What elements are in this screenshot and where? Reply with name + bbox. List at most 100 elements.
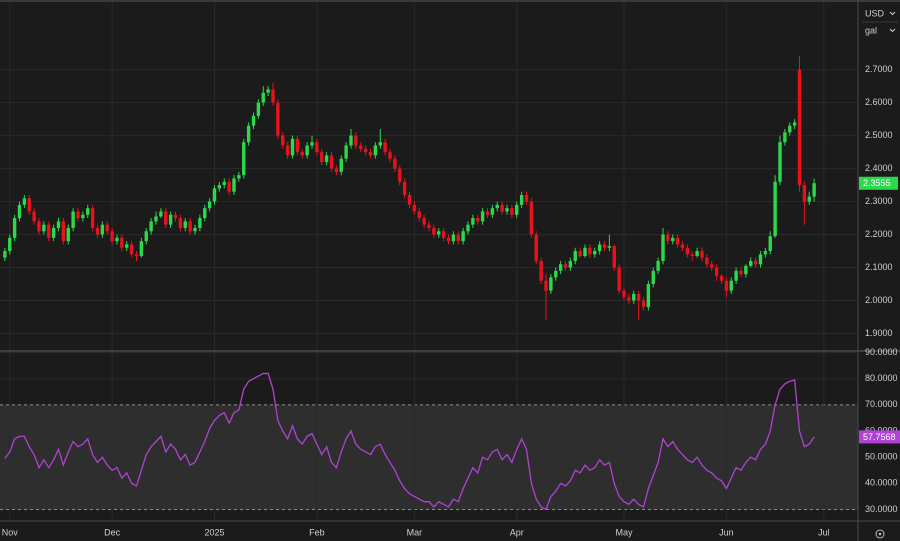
currency-select[interactable]: USD (865, 8, 896, 18)
x-tick-label: Nov (2, 527, 19, 537)
settings-icon[interactable] (875, 529, 885, 539)
candle-body (276, 102, 280, 136)
dropdown-arrow[interactable] (889, 28, 896, 33)
settings-button[interactable] (875, 529, 885, 539)
candle-body (578, 251, 582, 256)
candle-body (120, 237, 124, 248)
x-tick-label: Feb (309, 527, 325, 537)
candle-body (22, 198, 27, 205)
candle-body (42, 224, 46, 232)
candle-body (675, 237, 680, 245)
x-tick-label: 2025 (204, 527, 224, 537)
candle-body (354, 135, 358, 146)
candle-body (534, 234, 538, 261)
candle-body (441, 231, 446, 238)
unit-label[interactable]: gal (865, 25, 877, 35)
candle-body (154, 216, 158, 222)
candle-body (515, 204, 519, 215)
candle-body (739, 270, 743, 275)
candle-body (568, 260, 573, 268)
candle-body (125, 244, 129, 248)
candle-body (12, 218, 17, 238)
x-tick-label: Apr (510, 527, 524, 537)
candle-body (632, 293, 636, 301)
candle-body (422, 218, 426, 225)
candle-body (207, 201, 212, 209)
candle-body (398, 168, 402, 182)
candle-body (612, 246, 616, 268)
y-tick-label: 2.3000 (865, 196, 893, 206)
candle-body (519, 194, 524, 205)
candle-body (480, 211, 485, 222)
candle-body (437, 231, 441, 235)
candle-body (373, 145, 378, 156)
y-tick-label: 90.0000 (865, 347, 898, 357)
candle-body (666, 234, 670, 242)
candle-body (583, 247, 587, 256)
candle-body (217, 185, 222, 189)
top-border (0, 0, 900, 2)
candle-body (788, 125, 792, 133)
candle-body (295, 138, 300, 153)
last-price-box (859, 176, 898, 190)
candle-body (349, 135, 353, 146)
plot (3, 56, 816, 511)
candle-body (56, 221, 61, 228)
candle-body (700, 251, 704, 258)
candle-body (266, 89, 270, 93)
candle-body (383, 142, 387, 153)
candle-body (256, 102, 261, 116)
y-tick-label: 2.5000 (865, 130, 893, 140)
candle-body (159, 211, 163, 217)
candle-body (305, 145, 309, 156)
candle-body (86, 208, 90, 215)
candle-body (417, 211, 421, 219)
unit-select[interactable]: gal (865, 25, 896, 35)
candle-body (685, 247, 690, 255)
candle-body (724, 280, 729, 291)
grid (0, 2, 858, 520)
candle-body (388, 152, 392, 159)
candle-body (344, 145, 348, 159)
candle-body (783, 132, 787, 143)
candle-body (81, 214, 85, 219)
candle-body (510, 208, 514, 215)
candle-body (324, 155, 329, 162)
candle-body (300, 152, 304, 156)
candle-body (758, 254, 763, 265)
candle-body (753, 260, 758, 265)
candle-body (178, 218, 183, 228)
candle-body (461, 231, 465, 242)
currency-label[interactable]: USD (865, 8, 885, 18)
y-tick-label: 2.2000 (865, 229, 893, 239)
candle-body (705, 257, 709, 265)
candle-body (802, 185, 807, 202)
candle-body (680, 244, 685, 248)
last-price-label: 2.3555 (863, 178, 891, 188)
candle-body (593, 251, 597, 255)
candle-body (524, 194, 529, 202)
candle-body (807, 196, 811, 202)
x-tick-label: May (615, 527, 633, 537)
candle-body (232, 178, 236, 192)
settings-icon-center[interactable] (878, 532, 882, 536)
y-tick-label: 2.4000 (865, 163, 893, 173)
x-tick-label: Jul (818, 527, 830, 537)
candle-body (812, 183, 816, 197)
candle-body (203, 208, 207, 219)
candle-body (271, 89, 275, 103)
candle-body (744, 265, 748, 275)
candle-body (90, 208, 95, 228)
candle-body (329, 155, 334, 169)
candle-body (378, 142, 382, 146)
candle-body (134, 254, 139, 256)
candle-body (690, 254, 694, 256)
dropdown-arrow[interactable] (889, 11, 896, 16)
candle-body (363, 148, 368, 153)
candle-body (144, 231, 148, 242)
candle-body (714, 267, 719, 276)
candle-body (627, 297, 631, 301)
candle-body (188, 221, 192, 232)
candle-body (17, 204, 22, 219)
y-tick-label: 30.0000 (865, 504, 898, 514)
